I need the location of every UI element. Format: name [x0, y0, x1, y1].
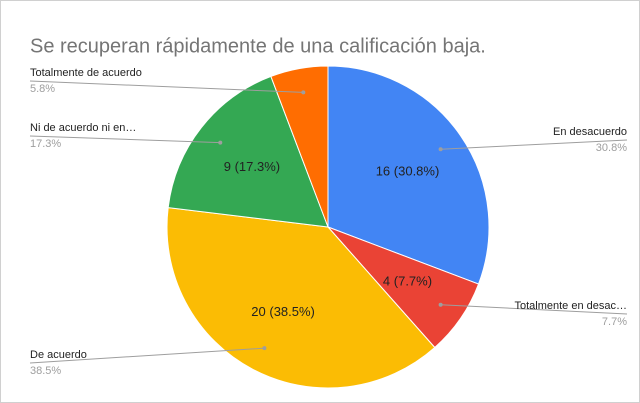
leader-dot	[438, 147, 443, 152]
leader-line	[440, 304, 628, 315]
slice-label: 9 (17.3%)	[224, 159, 280, 174]
leader-dot	[262, 346, 267, 351]
legend-percent: 7.7%	[602, 316, 627, 328]
legend-percent: 38.5%	[30, 365, 61, 377]
leader-dot	[438, 302, 443, 307]
slice-label: 16 (30.8%)	[376, 164, 440, 179]
pie-slice	[327, 65, 490, 285]
legend-percent: 30.8%	[596, 142, 627, 154]
legend-percent: 5.8%	[30, 83, 55, 95]
leader-line	[29, 347, 265, 364]
pie-slice	[166, 207, 436, 389]
legend-label: De acuerdo	[30, 349, 87, 361]
pie-slice	[270, 65, 329, 228]
leader-line	[29, 80, 304, 93]
legend-percent: 17.3%	[30, 138, 61, 150]
slice-label: 20 (38.5%)	[251, 304, 315, 319]
leader-line	[29, 135, 221, 144]
slice-label: 4 (7.7%)	[383, 273, 432, 288]
pie-slice	[167, 75, 329, 228]
chart-title: Se recuperan rápidamente de una califica…	[30, 35, 486, 57]
legend-label: Totalmente en desac…	[514, 300, 627, 312]
leader-dot	[218, 140, 223, 145]
leader-line	[440, 139, 628, 150]
legend-label: Totalmente de acuerdo	[30, 67, 142, 79]
leader-dot	[301, 90, 306, 95]
legend-label: En desacuerdo	[553, 126, 627, 138]
legend-label: Ni de acuerdo ni en…	[30, 122, 136, 134]
